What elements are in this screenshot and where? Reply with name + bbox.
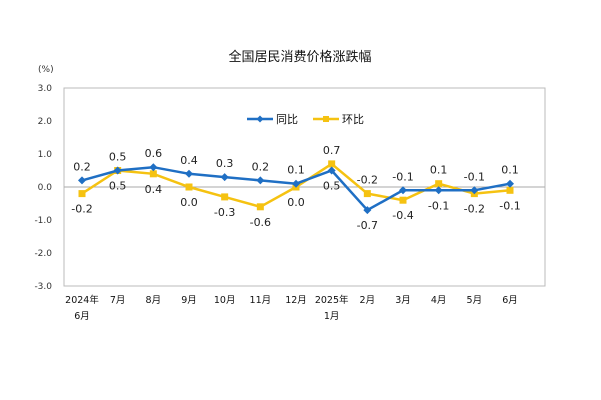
data-point bbox=[399, 196, 407, 204]
y-tick-label: -3.0 bbox=[34, 282, 52, 292]
x-tick-label: 5月 bbox=[467, 295, 483, 306]
y-tick-label: 0.0 bbox=[38, 183, 53, 193]
data-point bbox=[434, 186, 443, 195]
x-tick-label: 12月 bbox=[285, 295, 307, 306]
legend-label: 同比 bbox=[276, 113, 298, 126]
data-label: 0.4 bbox=[145, 183, 163, 196]
x-tick-label: 4月 bbox=[431, 295, 447, 306]
y-tick-label: -2.0 bbox=[34, 249, 52, 259]
x-tick-label: 9月 bbox=[181, 295, 197, 306]
data-point bbox=[149, 163, 158, 172]
data-label: 0.5 bbox=[323, 180, 341, 193]
data-point bbox=[363, 190, 371, 198]
x-tick-label: 11月 bbox=[250, 295, 272, 306]
y-tick-label: -1.0 bbox=[34, 216, 52, 226]
data-point bbox=[256, 203, 264, 211]
data-point bbox=[399, 186, 407, 195]
data-point bbox=[327, 166, 336, 175]
data-label: 0.6 bbox=[145, 147, 163, 160]
data-label: -0.4 bbox=[392, 209, 413, 222]
data-label: 0.0 bbox=[287, 196, 305, 209]
x-tick-label: 2024年 bbox=[65, 294, 99, 306]
data-label: -0.1 bbox=[428, 199, 449, 212]
data-point bbox=[220, 173, 229, 182]
data-label: 0.7 bbox=[323, 144, 341, 157]
data-point bbox=[292, 179, 300, 188]
data-labels: -0.2 0.5 0.4 0.0 -0.3 -0.6 0.0 0.7 -0.2 -0.4 0.1 -0… bbox=[71, 144, 520, 229]
data-point bbox=[506, 186, 514, 194]
x-tick-label: 2025年 bbox=[315, 294, 349, 306]
data-point bbox=[113, 166, 122, 175]
legend: 同比 环比 bbox=[247, 113, 364, 126]
data-label: -0.1 bbox=[499, 199, 520, 212]
data-point bbox=[185, 169, 193, 178]
data-label: 0.5 bbox=[109, 151, 127, 164]
data-point bbox=[506, 179, 514, 188]
data-label: 0.3 bbox=[216, 157, 234, 170]
data-label: 0.2 bbox=[73, 160, 91, 173]
legend-marker bbox=[323, 116, 329, 122]
data-label: -0.1 bbox=[464, 170, 485, 183]
data-point bbox=[435, 180, 443, 188]
legend-marker bbox=[256, 115, 264, 123]
data-label: 0.1 bbox=[287, 164, 305, 177]
data-labels: 0.2 0.5 0.6 0.4 0.3 0.2 0.1 0.5 -0.7 -0.1 -0.1 -0.1… bbox=[73, 147, 519, 232]
x-tick-label: 3月 bbox=[395, 295, 411, 306]
x-tick-label: 10月 bbox=[214, 295, 236, 306]
data-point bbox=[470, 186, 479, 195]
x-tick-label: 2月 bbox=[360, 295, 376, 306]
x-tick-label: 1月 bbox=[324, 311, 340, 322]
data-label: -0.6 bbox=[250, 216, 271, 229]
legend-label: 环比 bbox=[342, 113, 364, 126]
y-tick-label: 2.0 bbox=[38, 117, 53, 127]
chart-title: 全国居民消费价格涨跌幅 bbox=[228, 49, 371, 65]
data-point bbox=[78, 190, 86, 198]
data-point bbox=[328, 160, 336, 168]
x-tick-label: 8月 bbox=[146, 295, 162, 306]
x-tick-label: 6月 bbox=[502, 295, 518, 306]
data-label: 0.2 bbox=[252, 160, 270, 173]
x-tick-label: 6月 bbox=[74, 311, 90, 322]
data-label: -0.2 bbox=[71, 203, 92, 216]
data-point bbox=[221, 193, 229, 201]
data-label: 0.0 bbox=[180, 196, 198, 209]
data-label: -0.7 bbox=[357, 219, 378, 232]
data-point bbox=[78, 176, 86, 185]
x-tick-label: 7月 bbox=[110, 295, 126, 306]
series-yoy bbox=[78, 163, 514, 215]
data-label: 0.1 bbox=[430, 164, 448, 177]
data-label: 0.5 bbox=[109, 180, 127, 193]
data-point bbox=[149, 170, 157, 178]
data-label: 0.1 bbox=[501, 164, 519, 177]
data-label: -0.1 bbox=[392, 170, 413, 183]
data-point bbox=[185, 183, 193, 191]
data-label: -0.2 bbox=[464, 203, 485, 216]
data-point bbox=[363, 206, 372, 215]
y-tick-label: 3.0 bbox=[38, 84, 53, 94]
data-point bbox=[256, 176, 265, 185]
y-tick-label: 1.0 bbox=[38, 150, 53, 160]
data-label: 0.4 bbox=[180, 154, 198, 167]
data-label: -0.2 bbox=[357, 174, 378, 187]
y-axis-unit: (%) bbox=[38, 65, 54, 75]
data-label: -0.3 bbox=[214, 206, 235, 219]
